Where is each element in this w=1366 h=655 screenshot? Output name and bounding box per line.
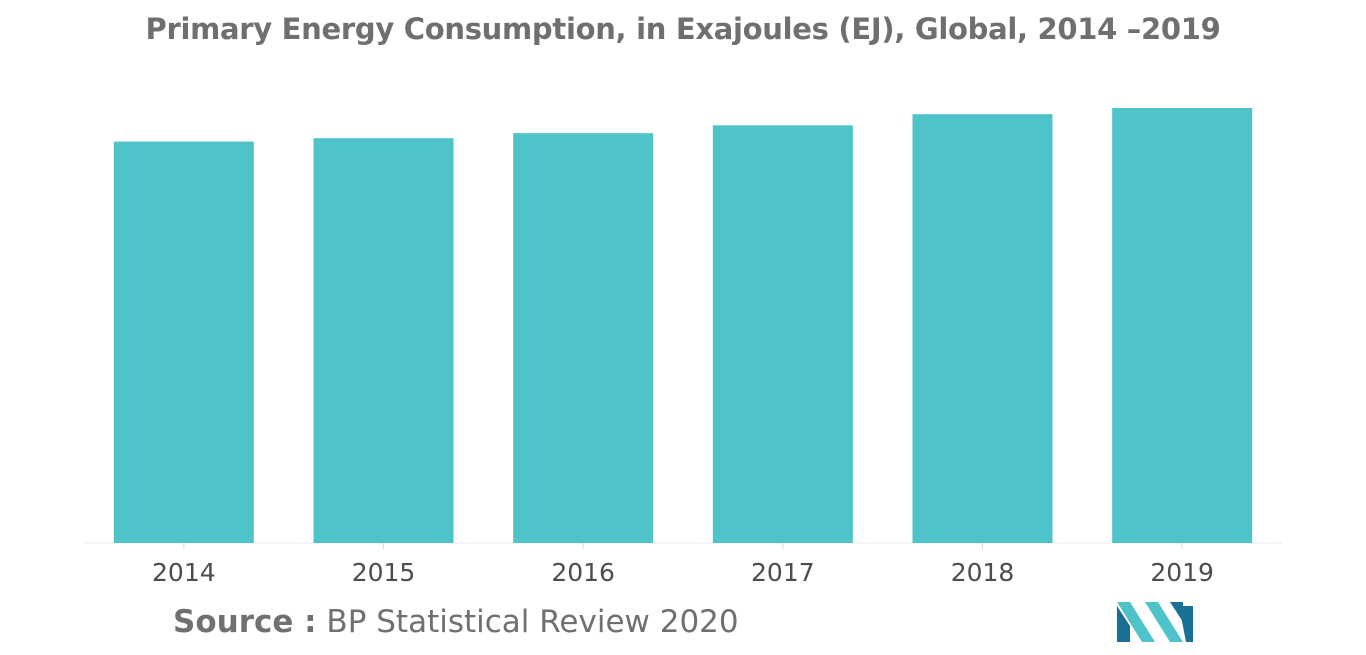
- bar-2019: [1112, 108, 1253, 543]
- x-tick-label-2014: 2014: [152, 558, 216, 587]
- source-note: Source : BP Statistical Review 2020: [173, 604, 739, 640]
- source-text: BP Statistical Review 2020: [316, 604, 739, 640]
- x-tick-label-2019: 2019: [1150, 558, 1214, 587]
- source-label: Source :: [173, 604, 317, 640]
- mordor-intelligence-logo-icon: [1117, 602, 1193, 642]
- bar-chart: 2014 2015 2016 2017 2018 2019: [84, 108, 1282, 587]
- x-tick-label-2015: 2015: [352, 558, 416, 587]
- bar-2014: [113, 141, 254, 543]
- bar-2018: [912, 114, 1053, 544]
- x-tick-label-2016: 2016: [551, 558, 615, 587]
- x-tick-label-2017: 2017: [751, 558, 815, 587]
- x-tick-label-2018: 2018: [951, 558, 1015, 587]
- bar-2016: [513, 133, 654, 543]
- bar-2017: [712, 125, 853, 543]
- chart-title: Primary Energy Consumption, in Exajoules…: [145, 12, 1221, 46]
- bar-2015: [313, 138, 454, 543]
